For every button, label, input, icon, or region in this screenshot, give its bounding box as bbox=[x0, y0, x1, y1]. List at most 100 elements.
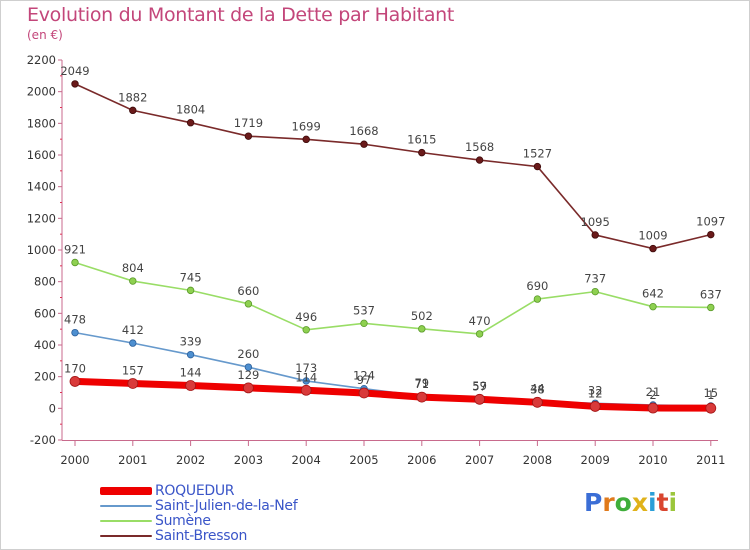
data-label: 12 bbox=[588, 386, 603, 400]
data-point bbox=[302, 135, 310, 144]
data-label: 1568 bbox=[465, 140, 494, 154]
x-tick-label: 2000 bbox=[60, 453, 89, 467]
data-point bbox=[591, 231, 599, 239]
series-line bbox=[74, 83, 712, 250]
chart-title: Evolution du Montant de la Dette par Hab… bbox=[27, 4, 455, 26]
data-label: 173 bbox=[295, 361, 317, 375]
x-tick-label: 2005 bbox=[349, 453, 378, 467]
data-point bbox=[475, 330, 484, 338]
data-point bbox=[186, 286, 195, 295]
data-point bbox=[71, 80, 79, 88]
legend-swatch-saint-julien bbox=[100, 505, 152, 507]
data-point bbox=[591, 287, 599, 296]
data-point bbox=[244, 300, 253, 308]
y-tick-label: 0 bbox=[49, 401, 56, 415]
x-tick-label: 2008 bbox=[523, 453, 552, 467]
data-point bbox=[647, 402, 659, 414]
data-label: 44 bbox=[530, 381, 545, 395]
data-label: 412 bbox=[122, 323, 144, 337]
y-tick-label: 600 bbox=[34, 306, 56, 320]
data-point bbox=[244, 132, 253, 140]
data-label: 124 bbox=[353, 369, 375, 383]
data-point bbox=[71, 328, 79, 337]
data-label: 129 bbox=[237, 368, 259, 382]
legend-swatch-roquedur bbox=[100, 487, 152, 495]
x-tick-label: 2004 bbox=[292, 453, 321, 467]
data-label: 1668 bbox=[349, 124, 378, 138]
data-label: 71 bbox=[414, 377, 429, 391]
x-tick-label: 2006 bbox=[407, 453, 436, 467]
data-point bbox=[302, 377, 310, 385]
data-point bbox=[302, 326, 310, 334]
data-label: 690 bbox=[526, 279, 548, 293]
data-point bbox=[474, 393, 486, 405]
data-label: 502 bbox=[411, 309, 433, 323]
legend-swatch-sumene bbox=[100, 520, 152, 522]
logo-letter: i bbox=[648, 488, 657, 517]
series-group bbox=[69, 80, 717, 414]
data-label: 1095 bbox=[581, 215, 610, 229]
legend-label-sumene: Sumène bbox=[155, 513, 211, 529]
data-label: 1882 bbox=[118, 90, 147, 104]
data-point bbox=[360, 140, 368, 148]
data-label: 1804 bbox=[176, 103, 205, 117]
data-label: 144 bbox=[180, 366, 202, 380]
chart-unit-label: (en €) bbox=[27, 28, 63, 42]
y-tick-label: 1400 bbox=[27, 180, 56, 194]
data-point bbox=[360, 319, 368, 328]
legend-label-roquedur: ROQUEDUR bbox=[155, 483, 235, 499]
y-tick-label: 1200 bbox=[27, 211, 56, 225]
series-line bbox=[71, 377, 715, 412]
data-label: 170 bbox=[64, 361, 86, 375]
x-tick-label: 2010 bbox=[638, 453, 667, 467]
data-label: 637 bbox=[700, 287, 722, 301]
data-label: 79 bbox=[414, 376, 429, 390]
y-tick-label: 800 bbox=[34, 275, 56, 289]
y-tick-label: 200 bbox=[34, 370, 56, 384]
data-point bbox=[707, 303, 715, 312]
logo-letter: P bbox=[584, 488, 603, 517]
data-point bbox=[185, 380, 197, 391]
y-tick-label: 2200 bbox=[27, 53, 56, 67]
data-label: 496 bbox=[295, 310, 317, 324]
data-point bbox=[129, 106, 137, 115]
data-label: 1527 bbox=[523, 147, 552, 161]
x-tick-label: 2002 bbox=[176, 453, 205, 467]
data-label: 921 bbox=[64, 243, 86, 257]
x-tick-label: 2001 bbox=[118, 453, 147, 467]
x-tick-label: 2009 bbox=[581, 453, 610, 467]
data-point bbox=[475, 156, 484, 164]
logo-letter: o bbox=[614, 488, 632, 517]
logo-letter: t bbox=[656, 488, 669, 517]
logo-letter: i bbox=[668, 488, 678, 517]
data-label: 745 bbox=[180, 270, 202, 284]
data-label: 1009 bbox=[638, 229, 667, 243]
data-point bbox=[186, 350, 195, 359]
legend-swatch-saint-bresson bbox=[100, 535, 152, 537]
legend-label-saint-julien: Saint-Julien-de-la-Nef bbox=[155, 498, 298, 514]
data-label: 38 bbox=[530, 382, 545, 396]
data-point bbox=[69, 376, 81, 387]
data-label: 804 bbox=[122, 261, 144, 275]
data-label: 1699 bbox=[292, 119, 321, 133]
data-point bbox=[186, 118, 195, 127]
data-point bbox=[129, 339, 137, 347]
data-label: 339 bbox=[180, 335, 202, 349]
data-label: 2049 bbox=[60, 64, 89, 78]
data-point bbox=[705, 402, 717, 414]
y-tick-label: 1800 bbox=[27, 116, 56, 130]
data-point bbox=[649, 244, 657, 253]
data-label: 32 bbox=[588, 383, 603, 397]
data-label: 157 bbox=[122, 363, 144, 377]
data-point bbox=[533, 162, 542, 171]
data-point bbox=[127, 378, 139, 389]
data-label: 260 bbox=[237, 347, 259, 361]
data-point bbox=[300, 384, 312, 396]
data-label: 15 bbox=[703, 386, 718, 400]
data-point bbox=[707, 230, 715, 239]
data-label: 478 bbox=[64, 313, 86, 327]
data-label: 114 bbox=[295, 370, 317, 384]
data-point bbox=[418, 148, 426, 157]
